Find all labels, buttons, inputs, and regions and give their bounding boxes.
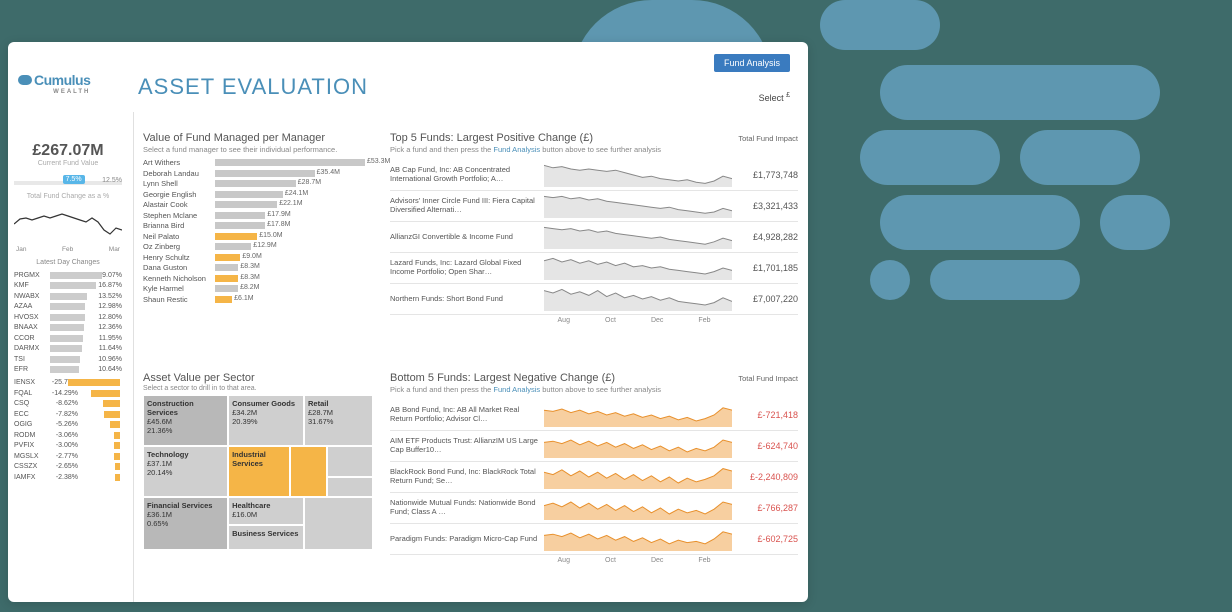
treemap-cell[interactable]: Industrial Services (228, 446, 290, 497)
latest-changes-label: Latest Day Changes (14, 259, 122, 266)
select-currency[interactable]: Select £ (759, 92, 790, 103)
ticker-row[interactable]: TSI10.96% (14, 354, 122, 364)
manager-row[interactable]: Deborah Landau£35.4M (143, 169, 378, 178)
treemap-cell[interactable]: Consumer Goods£34.2M20.39% (228, 395, 304, 446)
fund-row[interactable]: Paradigm Funds: Paradigm Micro-Cap Fund£… (390, 524, 798, 555)
ticker-row[interactable]: ECC-7.82% (14, 409, 122, 419)
bottom5-tfi-label: Total Fund Impact (738, 374, 798, 383)
ticker-row[interactable]: NWABX13.52% (14, 291, 122, 301)
manager-row[interactable]: Kenneth Nicholson£8.3M (143, 274, 378, 283)
ticker-row[interactable]: AZAA12.98% (14, 302, 122, 312)
fund-row[interactable]: AB Bond Fund, Inc: AB All Market Real Re… (390, 400, 798, 431)
managers-panel: Value of Fund Managed per Manager Select… (143, 132, 378, 304)
fund-sparkline (14, 204, 122, 242)
treemap-cell[interactable]: Business Services (228, 525, 304, 550)
treemap-cell[interactable] (327, 446, 373, 477)
spark-months: JanFebMar (16, 246, 120, 253)
losers-list: IENSX-25.78%FQAL-14.29%CSQ-8.62%ECC-7.82… (14, 378, 122, 483)
treemap-cell[interactable]: Retail£28.7M31.67% (304, 395, 373, 446)
sector-treemap[interactable]: Construction Services£45.6M21.36%Consume… (143, 395, 373, 550)
bottom5-title: Bottom 5 Funds: Largest Negative Change … (390, 372, 798, 384)
cloud-icon (18, 75, 32, 85)
manager-row[interactable]: Brianna Bird£17.8M (143, 221, 378, 230)
top5-panel: Top 5 Funds: Largest Positive Change (£)… (390, 132, 798, 324)
manager-row[interactable]: Oz Zinberg£12.9M (143, 242, 378, 251)
fund-row[interactable]: Lazard Funds, Inc: Lazard Global Fixed I… (390, 253, 798, 284)
brand-name: Cumulus (34, 72, 90, 88)
ticker-row[interactable]: CSSZX-2.65% (14, 462, 122, 472)
manager-row[interactable]: Georgie English£24.1M (143, 190, 378, 199)
sectors-panel: Asset Value per Sector Select a sector t… (143, 372, 378, 550)
manager-row[interactable]: Henry Schultz£9.0M (143, 253, 378, 262)
manager-row[interactable]: Dana Guston£8.3M (143, 263, 378, 272)
gainers-list: PRGMX19.07%KMF16.87%NWABX13.52%AZAA12.98… (14, 270, 122, 375)
dashboard-card: Cumulus WEALTH ASSET EVALUATION Fund Ana… (8, 42, 808, 602)
ticker-row[interactable]: EFR10.64% (14, 365, 122, 375)
ticker-row[interactable]: OGIG-5.26% (14, 420, 122, 430)
top5-time-axis: AugOctDecFeb (540, 317, 728, 324)
top5-title: Top 5 Funds: Largest Positive Change (£) (390, 132, 798, 144)
fund-row[interactable]: Nationwide Mutual Funds: Nationwide Bond… (390, 493, 798, 524)
ticker-row[interactable]: CSQ-8.62% (14, 399, 122, 409)
current-fund-label: Current Fund Value (14, 160, 122, 167)
ticker-row[interactable]: IAMFX-2.38% (14, 472, 122, 482)
manager-row[interactable]: Neil Palato£15.0M (143, 232, 378, 241)
bottom5-sub: Pick a fund and then press the Fund Anal… (390, 385, 798, 394)
ticker-row[interactable]: KMF16.87% (14, 281, 122, 291)
ticker-row[interactable]: BNAAX12.36% (14, 323, 122, 333)
treemap-cell[interactable]: Construction Services£45.6M21.36% (143, 395, 228, 446)
ticker-row[interactable]: RODM-3.06% (14, 430, 122, 440)
ticker-row[interactable]: CCOR11.95% (14, 333, 122, 343)
ticker-row[interactable]: FQAL-14.29% (14, 388, 122, 398)
page-title: ASSET EVALUATION (138, 74, 368, 100)
treemap-cell[interactable] (327, 477, 373, 497)
current-fund-value: £267.07M (14, 142, 122, 160)
brand-sub: WEALTH (53, 89, 90, 95)
fund-row[interactable]: AllianzGI Convertible & Income Fund£4,92… (390, 222, 798, 253)
treemap-cell[interactable]: Technology£37.1M20.14% (143, 446, 228, 497)
change-bullet: 7.5% 12.5% (14, 175, 122, 191)
treemap-cell[interactable]: Healthcare£16.0M (228, 497, 304, 525)
treemap-cell[interactable] (304, 497, 373, 550)
sectors-title: Asset Value per Sector (143, 372, 378, 384)
change-scale-end: 12.5% (102, 177, 122, 184)
manager-row[interactable]: Lynn Shell£28.7M (143, 179, 378, 188)
treemap-cell[interactable]: Financial Services£36.1M0.65% (143, 497, 228, 550)
change-badge: 7.5% (63, 175, 85, 184)
summary-sidebar: £267.07M Current Fund Value 7.5% 12.5% T… (8, 132, 128, 483)
fund-row[interactable]: BlackRock Bond Fund, Inc: BlackRock Tota… (390, 462, 798, 493)
sectors-sub: Select a sector to drill in to that area… (143, 385, 378, 392)
brand-logo: Cumulus WEALTH (18, 72, 90, 88)
fund-row[interactable]: AIM ETF Products Trust: AllianzIM US Lar… (390, 431, 798, 462)
top5-tfi-label: Total Fund Impact (738, 134, 798, 143)
change-label: Total Fund Change as a % (14, 193, 122, 200)
ticker-row[interactable]: HVOSX12.80% (14, 312, 122, 322)
manager-row[interactable]: Alastair Cook£22.1M (143, 200, 378, 209)
top5-sub: Pick a fund and then press the Fund Anal… (390, 145, 798, 154)
ticker-row[interactable]: MGSLX-2.77% (14, 451, 122, 461)
manager-row[interactable]: Shaun Restic£6.1M (143, 295, 378, 304)
fund-row[interactable]: AB Cap Fund, Inc: AB Concentrated Intern… (390, 160, 798, 191)
ticker-row[interactable]: PRGMX19.07% (14, 270, 122, 280)
managers-sub: Select a fund manager to see their indiv… (143, 145, 378, 154)
manager-row[interactable]: Art Withers£53.3M (143, 158, 378, 167)
fund-analysis-button[interactable]: Fund Analysis (714, 54, 790, 72)
fund-row[interactable]: Northern Funds: Short Bond Fund£7,007,22… (390, 284, 798, 315)
bottom5-time-axis: AugOctDecFeb (540, 557, 728, 564)
ticker-row[interactable]: PVFIX-3.00% (14, 441, 122, 451)
ticker-row[interactable]: IENSX-25.78% (14, 378, 122, 388)
bottom5-panel: Bottom 5 Funds: Largest Negative Change … (390, 372, 798, 564)
manager-row[interactable]: Stephen Mclane£17.9M (143, 211, 378, 220)
treemap-cell[interactable] (290, 446, 327, 497)
fund-row[interactable]: Advisors' Inner Circle Fund III: Fiera C… (390, 191, 798, 222)
vertical-divider (133, 112, 134, 602)
ticker-row[interactable]: DARMX11.64% (14, 344, 122, 354)
manager-row[interactable]: Kyle Harmel£8.2M (143, 284, 378, 293)
managers-title: Value of Fund Managed per Manager (143, 132, 378, 144)
